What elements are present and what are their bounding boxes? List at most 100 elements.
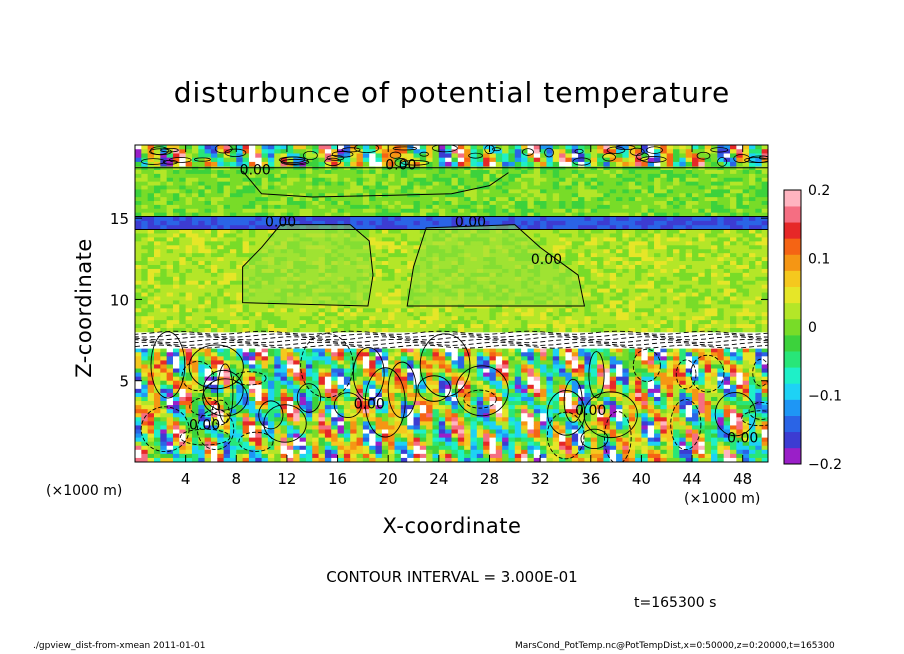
field-cell (742, 348, 750, 353)
field-cell (147, 453, 155, 459)
field-cell (160, 409, 168, 414)
field-cell (267, 445, 275, 451)
field-cell (141, 396, 149, 402)
field-cell (179, 237, 187, 242)
field-cell (426, 417, 433, 422)
field-cell (388, 296, 395, 301)
field-cell (685, 356, 693, 361)
field-cell (527, 401, 535, 406)
field-cell (546, 320, 554, 325)
field-cell (761, 413, 768, 418)
field-cell (470, 441, 478, 447)
field-cell (179, 396, 187, 402)
field-cell (521, 364, 528, 369)
field-cell (236, 433, 244, 439)
field-cell (261, 437, 269, 443)
field-cell (388, 237, 395, 242)
field-cell (293, 304, 300, 309)
field-cell (508, 324, 516, 329)
field-cell (483, 304, 490, 309)
field-cell (229, 324, 237, 329)
field-cell (451, 328, 459, 333)
field-cell (540, 356, 547, 361)
field-cell (508, 445, 516, 451)
field-cell (324, 396, 332, 402)
field-cell (514, 368, 522, 373)
field-cell (223, 308, 231, 313)
field-cell (223, 352, 231, 357)
field-cell (559, 245, 566, 250)
field-cell (451, 425, 459, 430)
field-cell (375, 401, 383, 406)
field-cell (274, 384, 281, 390)
field-cell (141, 328, 149, 333)
field-cell (274, 360, 281, 365)
field-cell (495, 409, 503, 414)
field-cell (198, 264, 206, 270)
field-cell (293, 348, 300, 353)
field-cell (394, 433, 402, 439)
field-cell (559, 401, 566, 406)
field-cell (135, 245, 142, 250)
field-cell (419, 384, 427, 390)
field-cell (761, 360, 768, 365)
field-cell (223, 453, 231, 459)
field-cell (470, 312, 478, 317)
field-cell (476, 401, 484, 406)
field-cell (217, 441, 225, 447)
field-cell (217, 384, 225, 390)
field-cell (483, 384, 490, 390)
field-cell (210, 352, 218, 357)
field-cell (432, 308, 440, 313)
field-cell (229, 384, 237, 390)
field-cell (419, 312, 427, 317)
field-cell (198, 396, 206, 402)
field-cell (375, 409, 383, 414)
field-cell (312, 324, 319, 329)
field-cell (723, 453, 731, 459)
field-cell (172, 229, 180, 234)
field-cell (229, 316, 237, 321)
field-cell (400, 268, 408, 274)
field-cell (312, 437, 319, 443)
field-cell (761, 417, 768, 422)
field-cell (191, 340, 199, 345)
field-cell (565, 340, 573, 345)
field-cell (635, 348, 642, 353)
field-cell (280, 453, 288, 459)
field-cell (204, 324, 212, 329)
field-cell (267, 324, 275, 329)
field-cell (331, 417, 338, 422)
field-cell (343, 356, 351, 361)
field-cell (324, 421, 332, 426)
field-cell (331, 364, 338, 369)
field-cell (369, 437, 376, 443)
field-cell (350, 380, 357, 386)
field-cell (172, 368, 180, 373)
field-cell (407, 249, 414, 254)
field-cell (191, 429, 199, 434)
field-cell (742, 352, 750, 357)
field-cell (362, 380, 370, 386)
field-cell (400, 457, 408, 462)
field-cell (166, 249, 174, 254)
field-cell (711, 368, 718, 373)
field-cell (527, 316, 535, 321)
field-cell (660, 433, 668, 439)
field-cell (135, 445, 142, 451)
field-cell (685, 457, 693, 462)
x-unit-right: (×1000 m) (684, 491, 761, 507)
field-cell (204, 449, 212, 455)
field-cell (641, 336, 649, 341)
field-cell (198, 429, 206, 434)
field-cell (147, 421, 155, 426)
field-cell (305, 364, 313, 369)
field-cell (172, 268, 180, 274)
field-cell (191, 272, 199, 278)
field-cell (204, 352, 212, 357)
field-cell (229, 445, 237, 451)
field-cell (723, 364, 731, 369)
field-cell (141, 421, 149, 426)
field-cell (666, 453, 674, 459)
field-cell (286, 304, 294, 309)
